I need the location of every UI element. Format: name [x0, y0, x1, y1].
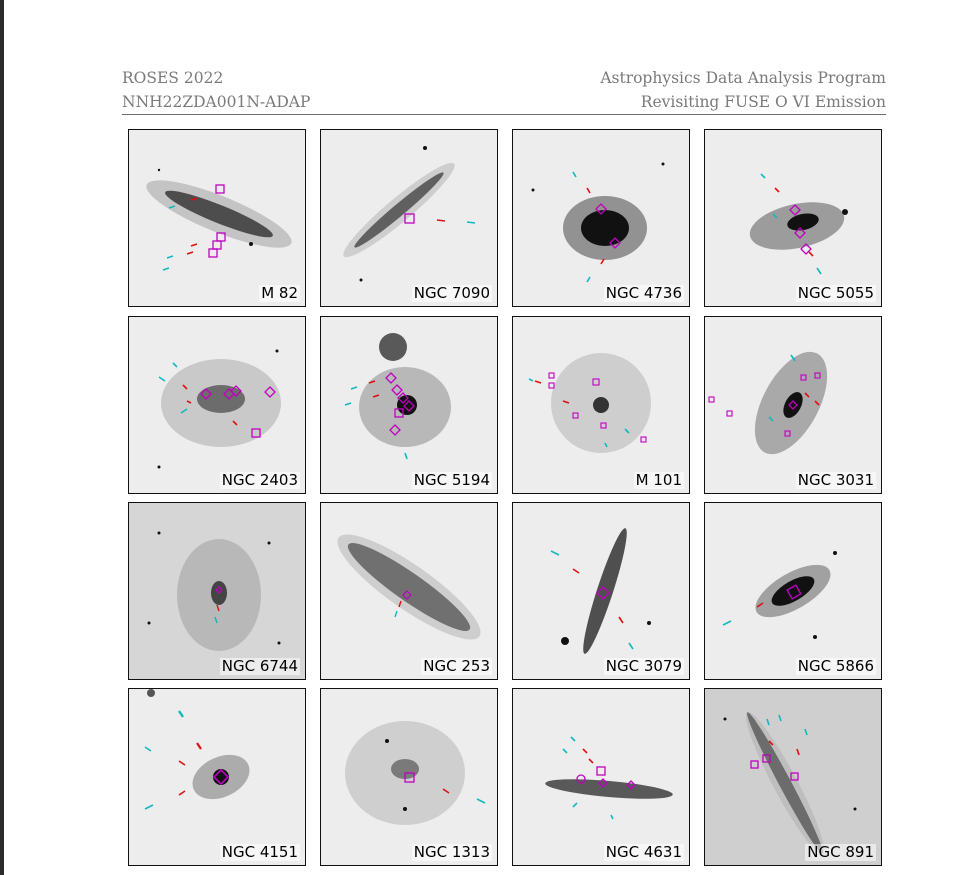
- galaxy-panel: NGC 891: [704, 688, 882, 866]
- galaxy-label: NGC 4631: [603, 843, 684, 861]
- galaxy-panel: NGC 4736: [512, 129, 690, 307]
- header-left: ROSES 2022 NNH22ZDA001N-ADAP: [122, 66, 310, 114]
- galaxy-image: [344, 333, 451, 460]
- galaxy-panel: NGC 3079: [512, 502, 690, 680]
- galaxy-label: NGC 4151: [219, 843, 300, 861]
- galaxy-panel: NGC 7090: [320, 129, 498, 307]
- solicitation-id: NNH22ZDA001N-ADAP: [122, 93, 311, 111]
- galaxy-label: NGC 5194: [411, 471, 492, 489]
- galaxy-panel: NGC 253: [320, 502, 498, 680]
- galaxy-label: NGC 7090: [411, 284, 492, 302]
- galaxy-label: NGC 6744: [219, 657, 300, 675]
- proposal-title: Revisiting FUSE O VI Emission: [640, 93, 886, 111]
- galaxy-image: [722, 551, 837, 639]
- galaxy-label: NGC 1313: [411, 843, 492, 861]
- program-title: Astrophysics Data Analysis Program: [600, 69, 886, 87]
- galaxy-image: [705, 689, 881, 865]
- galaxy-panel: NGC 5055: [704, 129, 882, 307]
- galaxy-label: NGC 4736: [603, 284, 684, 302]
- galaxy-label: NGC 3031: [795, 471, 876, 489]
- galaxy-image: [337, 534, 481, 640]
- header-right: Astrophysics Data Analysis Program Revis…: [600, 66, 886, 114]
- program-name: ROSES 2022: [122, 69, 224, 87]
- galaxy-panel: NGC 5866: [704, 502, 882, 680]
- galaxy-image: [129, 503, 305, 679]
- galaxy-image: [708, 351, 828, 455]
- galaxy-label: NGC 3079: [603, 657, 684, 675]
- galaxy-panel: M 82: [128, 129, 306, 307]
- galaxy-panel: NGC 6744: [128, 502, 306, 680]
- galaxy-panel: NGC 5194: [320, 316, 498, 494]
- galaxy-label: NGC 2403: [219, 471, 300, 489]
- galaxy-panel: NGC 4151: [128, 688, 306, 866]
- galaxy-label: M 82: [259, 284, 300, 302]
- page-header: ROSES 2022 NNH22ZDA001N-ADAP Astrophysic…: [122, 66, 886, 115]
- galaxy-panel: NGC 1313: [320, 688, 498, 866]
- galaxy-label: NGC 253: [421, 657, 492, 675]
- galaxy-image: [157, 349, 281, 469]
- galaxy-label: M 101: [633, 471, 684, 489]
- galaxy-image: [343, 146, 476, 282]
- galaxy-label: NGC 5866: [795, 657, 876, 675]
- galaxy-image: [146, 168, 292, 271]
- galaxy-label: NGC 891: [805, 843, 876, 861]
- galaxy-image: [345, 721, 486, 825]
- galaxy-panel: M 101: [512, 316, 690, 494]
- galaxy-image: [531, 162, 665, 283]
- galaxy-image: [545, 736, 673, 820]
- galaxy-image: [550, 528, 651, 654]
- galaxy-image: [144, 689, 250, 810]
- left-edge-bar: [0, 0, 4, 875]
- galaxy-image: [749, 173, 848, 275]
- galaxy-image: [528, 353, 651, 453]
- galaxy-panel: NGC 3031: [704, 316, 882, 494]
- galaxy-label: NGC 5055: [795, 284, 876, 302]
- galaxy-panel: NGC 4631: [512, 688, 690, 866]
- galaxy-panel: NGC 2403: [128, 316, 306, 494]
